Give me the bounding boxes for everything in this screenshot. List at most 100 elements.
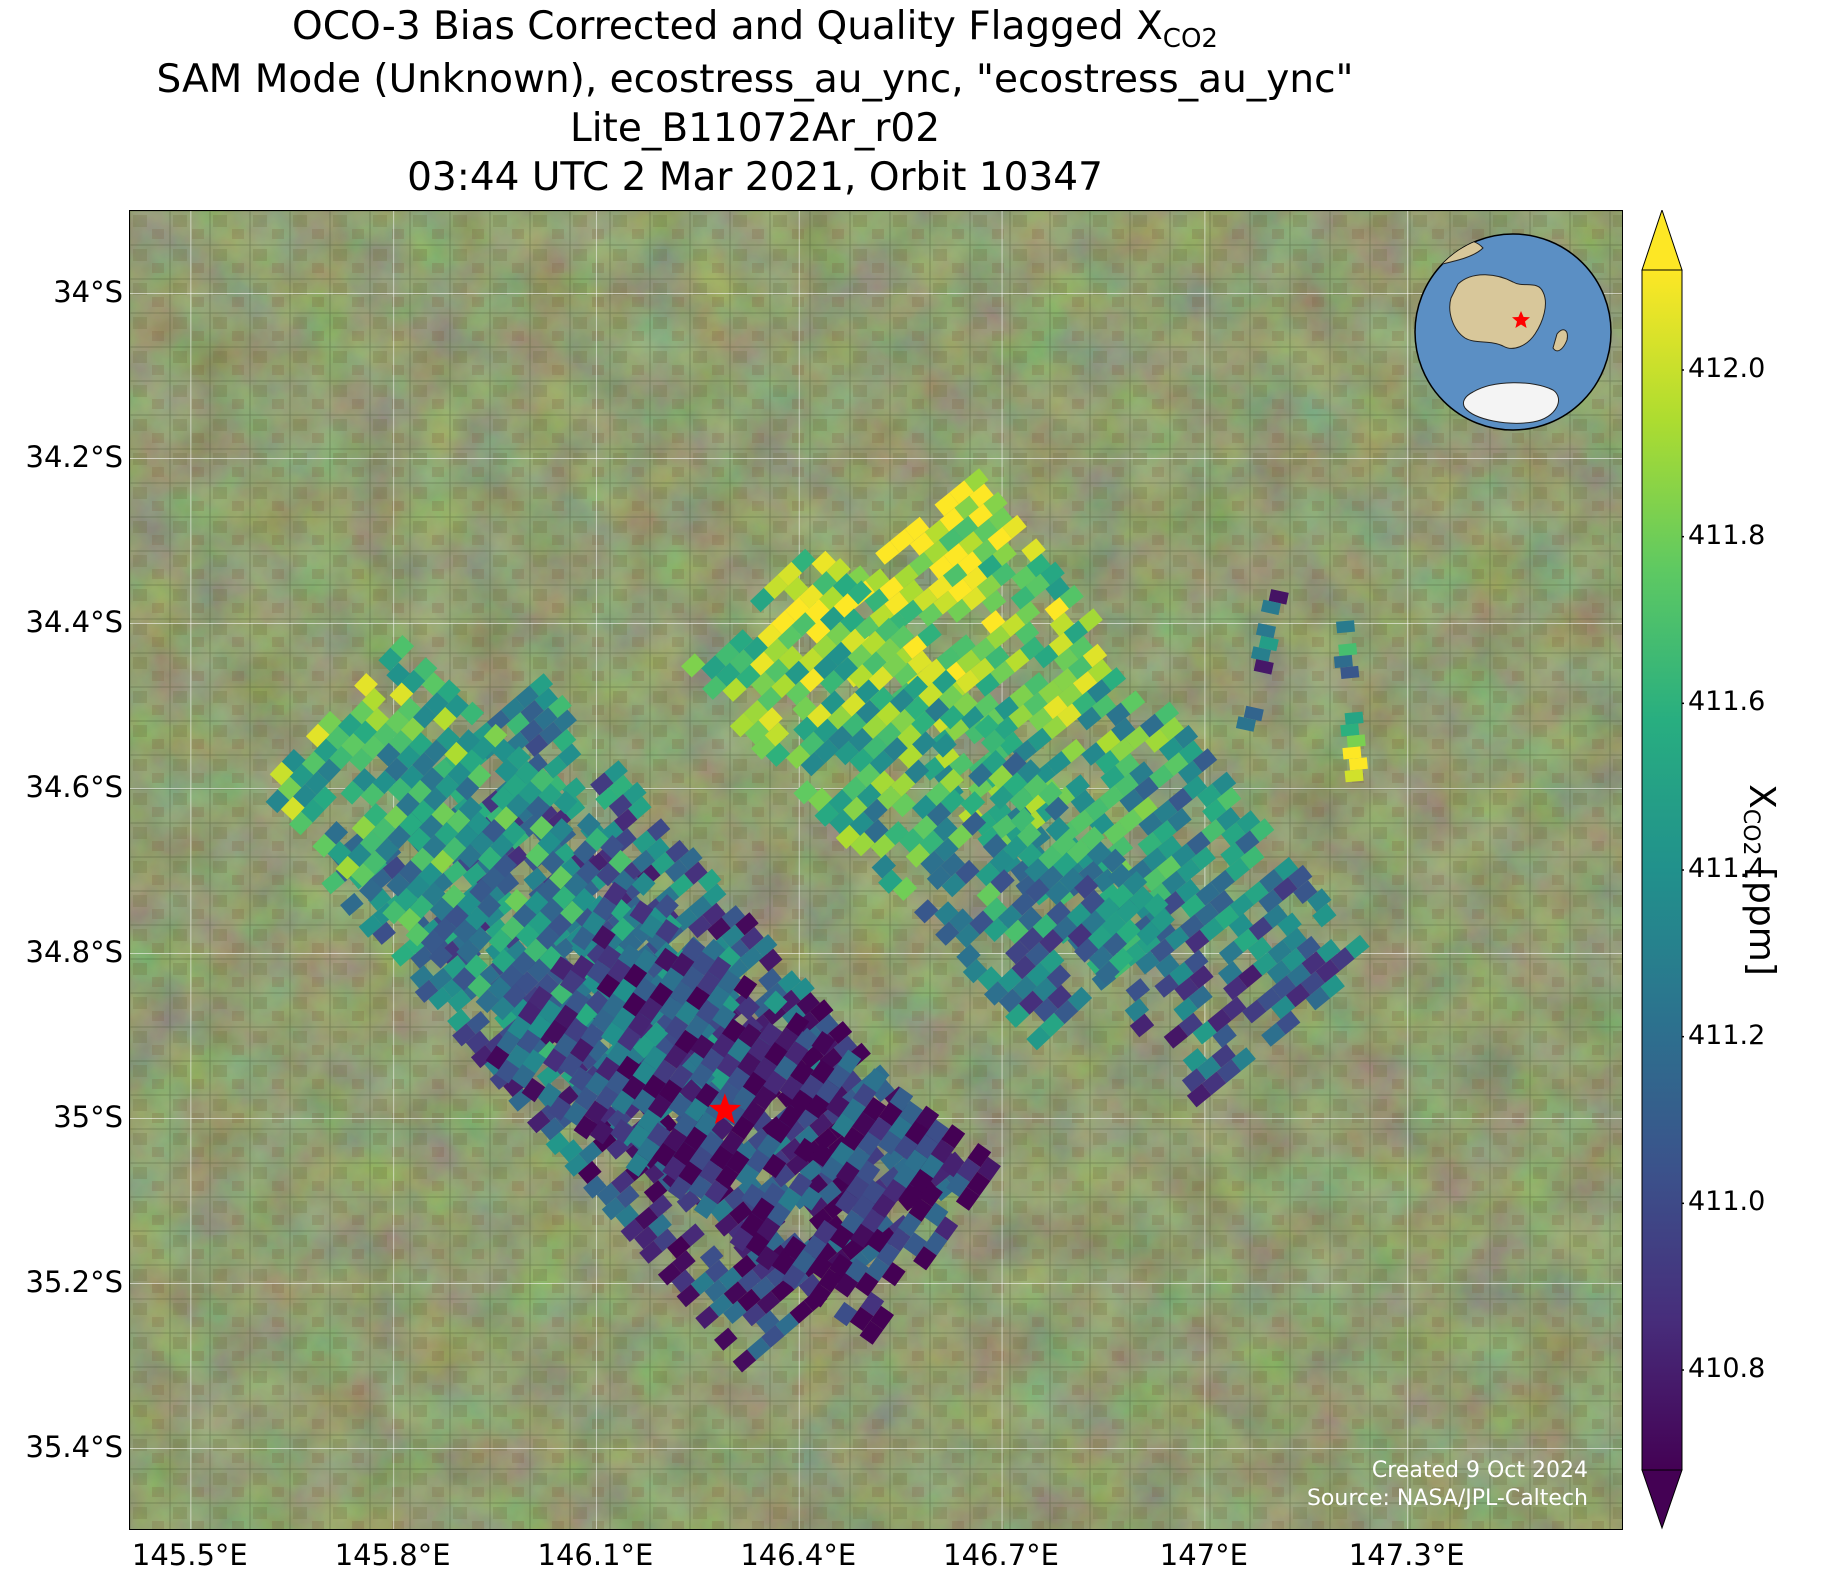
sounding-cell (716, 1053, 741, 1078)
sounding-cell (361, 735, 386, 760)
latitude-label: 34.2°S (25, 439, 123, 474)
sounding-cell (933, 590, 958, 615)
sounding-cell (527, 958, 551, 983)
sounding-cell (559, 969, 584, 995)
sounding-cell (563, 1101, 588, 1126)
sounding-cell (681, 1223, 705, 1247)
sounding-cell (351, 815, 376, 840)
sounding-cell (564, 873, 588, 897)
sounding-cell (861, 1208, 885, 1233)
sounding-cell (1068, 635, 1094, 660)
sounding-cell (524, 891, 549, 915)
sounding-cell (547, 809, 571, 833)
sounding-cell (478, 846, 502, 871)
sounding-cell (543, 1048, 567, 1073)
sounding-cell (756, 1217, 781, 1242)
sounding-cell (840, 1209, 865, 1235)
sounding-cell (539, 721, 563, 745)
sounding-cell (800, 1045, 824, 1069)
sounding-cell (1002, 751, 1027, 777)
sounding-cell (1276, 1010, 1301, 1035)
sounding-cell (1066, 902, 1092, 928)
sounding-cell (1102, 932, 1127, 957)
sounding-cell (443, 955, 467, 979)
sounding-cell (1282, 927, 1307, 952)
sounding-cell (951, 634, 976, 659)
sounding-cell (564, 1018, 589, 1043)
title-line-2: SAM Mode (Unknown), ecostress_au_ync, "e… (156, 57, 1354, 102)
sounding-cell (1312, 903, 1337, 928)
sounding-cell (948, 578, 973, 603)
sounding-cell (842, 712, 867, 737)
sounding-cell (1040, 561, 1065, 586)
sounding-cell (305, 723, 330, 748)
colorbar-label: XCO2 [ppm] (1738, 784, 1782, 976)
sounding-cell (881, 1262, 906, 1287)
sounding-cell (612, 978, 637, 1003)
sounding-cell (854, 616, 880, 640)
sounding-cell (643, 1180, 668, 1204)
sounding-cell (834, 1273, 859, 1298)
sounding-cell (956, 1157, 981, 1183)
sounding-cell (1118, 808, 1143, 833)
sounding-cell (585, 1071, 609, 1096)
sounding-cell (761, 1324, 785, 1348)
sounding-cell (1042, 715, 1067, 740)
sounding-cell (326, 725, 350, 750)
sounding-cell (673, 1141, 697, 1166)
sounding-cell (652, 1142, 677, 1167)
sounding-cell (898, 744, 923, 769)
sounding-cell (1250, 646, 1271, 662)
sounding-cell (324, 821, 349, 845)
sounding-cell (847, 644, 872, 669)
sounding-cell (1114, 773, 1139, 798)
sounding-cell (659, 996, 683, 1021)
sounding-cell (826, 558, 851, 583)
sounding-cell (884, 591, 909, 616)
sounding-cell (707, 917, 731, 941)
sounding-cell (875, 541, 900, 565)
sounding-cell (1248, 916, 1273, 941)
sounding-cell (941, 873, 966, 898)
sounding-cell (750, 651, 775, 676)
sounding-cell (1129, 1013, 1155, 1038)
sounding-cell (912, 794, 937, 820)
longitude-label: 147.3°E (1348, 1538, 1465, 1572)
sounding-cell (1261, 1023, 1286, 1047)
sounding-cell (503, 983, 527, 1008)
sounding-cell (654, 947, 679, 972)
sounding-cell (1074, 938, 1099, 963)
sounding-cell (859, 1320, 884, 1345)
sounding-cell (504, 888, 529, 913)
sounding-cell (396, 792, 420, 817)
sounding-cell (445, 694, 469, 719)
latitude-label: 34.8°S (25, 934, 123, 969)
sounding-cell (923, 540, 949, 564)
sounding-cell (610, 1119, 634, 1144)
sounding-cell (890, 528, 915, 553)
sounding-cell (1052, 916, 1078, 941)
sounding-cell (1080, 826, 1105, 851)
sounding-cell (793, 780, 818, 805)
sounding-cell (866, 1228, 891, 1253)
sounding-cell (629, 900, 654, 925)
sounding-cell (1138, 812, 1163, 836)
sounding-cell (726, 1067, 751, 1092)
sounding-cell (452, 1023, 476, 1047)
sounding-cell (499, 963, 524, 988)
sounding-cell (1223, 976, 1248, 1001)
sounding-cell (657, 1262, 682, 1286)
sounding-cell (929, 555, 954, 580)
sounding-cell (1225, 857, 1250, 882)
sounding-cell (1125, 978, 1150, 1002)
sounding-cell (869, 750, 895, 775)
sounding-cell (1235, 830, 1260, 855)
title-line-1: OCO-3 Bias Corrected and Quality Flagged… (292, 4, 1218, 54)
sounding-cell (882, 1179, 907, 1204)
sounding-cell (990, 660, 1015, 685)
sounding-cell (833, 1301, 858, 1327)
sounding-cell (559, 1053, 583, 1078)
sounding-cell (601, 1197, 626, 1221)
sounding-cell (1040, 949, 1065, 974)
sounding-cell (409, 895, 434, 919)
